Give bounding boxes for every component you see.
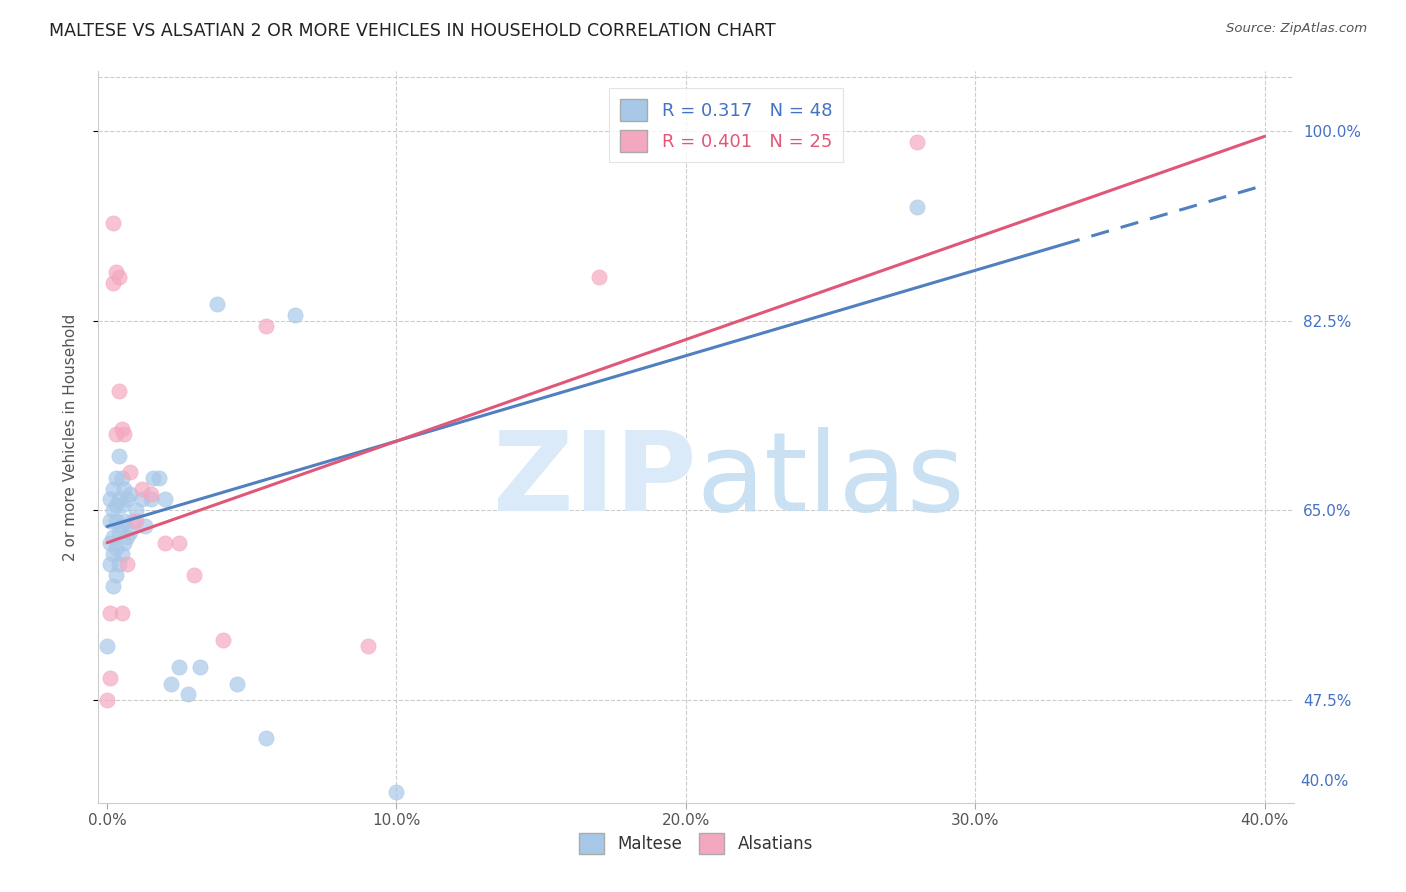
Point	[183, 568, 205, 582]
Point	[104, 471, 127, 485]
Point	[101, 216, 124, 230]
Point	[110, 422, 132, 436]
Point	[96, 639, 118, 653]
Point	[142, 471, 165, 485]
Point	[139, 487, 162, 501]
Point	[98, 671, 121, 685]
Point	[284, 308, 307, 322]
Point	[104, 498, 127, 512]
Point	[356, 639, 378, 653]
Point	[101, 579, 124, 593]
Point	[98, 606, 121, 620]
Point	[139, 492, 162, 507]
Point	[101, 530, 124, 544]
Point	[98, 514, 121, 528]
Point	[131, 492, 153, 507]
Point	[110, 471, 132, 485]
Legend: Maltese, Alsatians: Maltese, Alsatians	[572, 827, 820, 860]
Point	[120, 465, 142, 479]
Point	[114, 535, 136, 549]
Point	[107, 524, 129, 539]
Point	[131, 482, 153, 496]
Point	[153, 535, 176, 549]
Point	[588, 270, 610, 285]
Point	[254, 318, 277, 333]
Point	[117, 492, 139, 507]
Point	[104, 265, 127, 279]
Point	[101, 503, 124, 517]
Point	[104, 427, 127, 442]
Point	[117, 530, 139, 544]
Point	[205, 297, 228, 311]
Text: 40.0%: 40.0%	[1301, 773, 1348, 789]
Point	[96, 693, 118, 707]
Point	[110, 606, 132, 620]
Point	[117, 558, 139, 572]
Point	[104, 568, 127, 582]
Point	[98, 492, 121, 507]
Point	[107, 270, 129, 285]
Point	[125, 514, 148, 528]
Point	[107, 492, 129, 507]
Point	[101, 482, 124, 496]
Point	[211, 633, 233, 648]
Text: ZIP: ZIP	[492, 427, 696, 534]
Point	[114, 427, 136, 442]
Point	[107, 384, 129, 398]
Point	[120, 487, 142, 501]
Point	[905, 135, 928, 149]
Point	[110, 498, 132, 512]
Point	[122, 514, 145, 528]
Y-axis label: 2 or more Vehicles in Household: 2 or more Vehicles in Household	[63, 313, 77, 561]
Point	[104, 541, 127, 556]
Point	[98, 558, 121, 572]
Point	[169, 535, 191, 549]
Point	[110, 519, 132, 533]
Text: MALTESE VS ALSATIAN 2 OR MORE VEHICLES IN HOUSEHOLD CORRELATION CHART: MALTESE VS ALSATIAN 2 OR MORE VEHICLES I…	[49, 22, 776, 40]
Point	[101, 547, 124, 561]
Point	[107, 449, 129, 463]
Point	[159, 676, 181, 690]
Point	[177, 688, 200, 702]
Point	[104, 514, 127, 528]
Text: Source: ZipAtlas.com: Source: ZipAtlas.com	[1226, 22, 1367, 36]
Point	[101, 276, 124, 290]
Point	[114, 514, 136, 528]
Point	[905, 200, 928, 214]
Point	[385, 785, 408, 799]
Point	[169, 660, 191, 674]
Point	[188, 660, 211, 674]
Point	[125, 503, 148, 517]
Point	[107, 558, 129, 572]
Point	[148, 471, 170, 485]
Point	[134, 519, 156, 533]
Point	[226, 676, 249, 690]
Point	[120, 524, 142, 539]
Point	[114, 482, 136, 496]
Text: atlas: atlas	[696, 427, 965, 534]
Point	[98, 535, 121, 549]
Point	[254, 731, 277, 745]
Point	[153, 492, 176, 507]
Point	[110, 547, 132, 561]
